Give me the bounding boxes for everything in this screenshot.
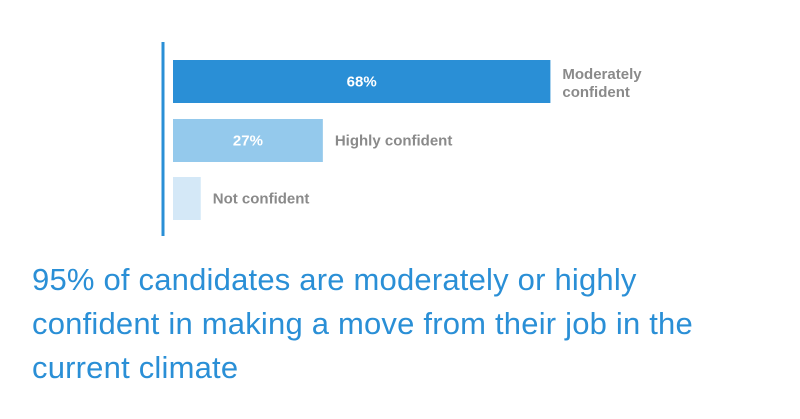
- bar-highly-confident: [173, 119, 323, 162]
- data-label: 27%: [233, 133, 263, 150]
- category-label: Not confident: [213, 191, 310, 208]
- category-label: Moderately confident: [562, 66, 642, 101]
- bar-chart: 68% Moderately confident 27% Highly confiden…: [161, 42, 642, 236]
- data-label: 68%: [347, 74, 377, 91]
- bar-moderately-confident: [173, 60, 551, 103]
- category-label: Highly confident: [335, 133, 453, 150]
- bar-not-confident: [173, 177, 201, 220]
- headline: 95% of candidates are moderately or high…: [32, 262, 693, 385]
